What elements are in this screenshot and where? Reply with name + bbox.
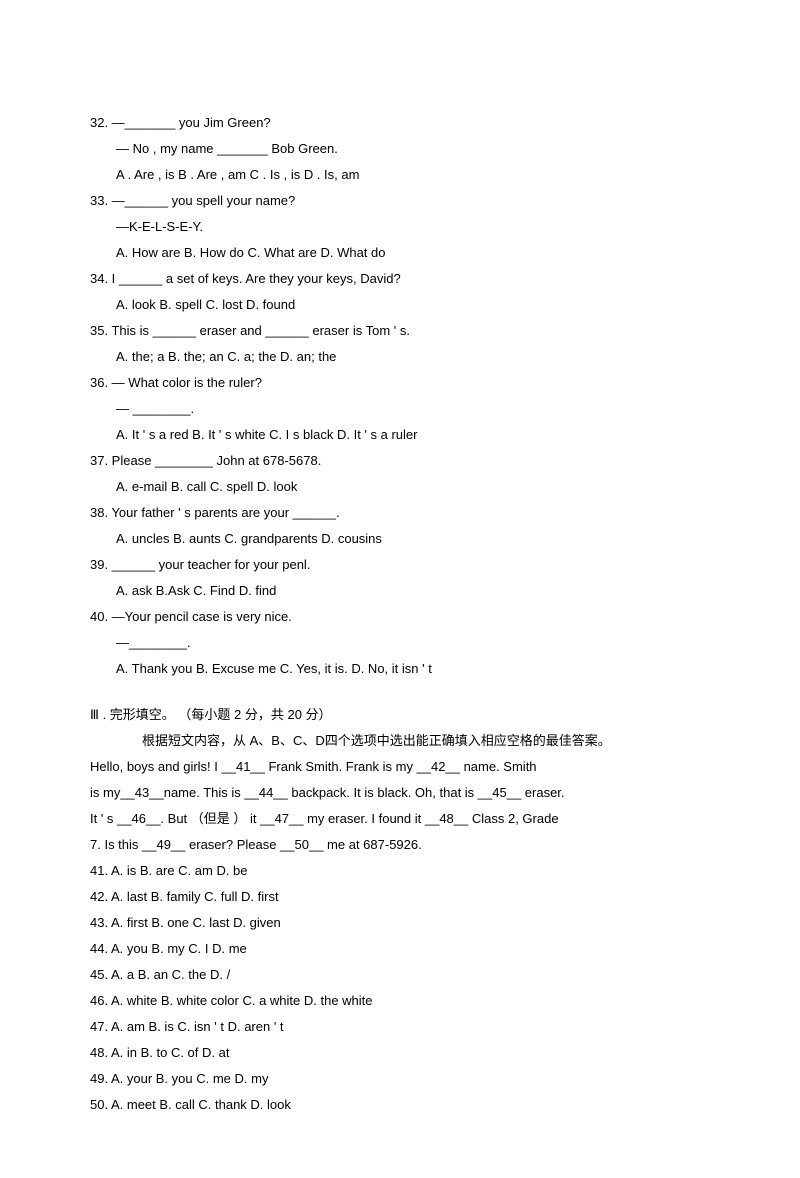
question-line: —K-E-L-S-E-Y. — [90, 214, 710, 240]
passage-line: It ' s __46__. But （但是 ） it __47__ my er… — [90, 806, 710, 832]
cloze-line: 42. A. last B. family C. full D. first — [90, 884, 710, 910]
question-options: A. look B. spell C. lost D. found — [90, 292, 710, 318]
question-options: A. Thank you B. Excuse me C. Yes, it is.… — [90, 656, 710, 682]
question-line: 36. — What color is the ruler? — [90, 370, 710, 396]
question-line: —________. — [90, 630, 710, 656]
question-options: A. It ' s a red B. It ' s white C. I s b… — [90, 422, 710, 448]
question-line: 38. Your father ' s parents are your ___… — [90, 500, 710, 526]
passage-line: is my__43__name. This is __44__ backpack… — [90, 780, 710, 806]
section-instruction: 根据短文内容，从 A、B、C、D四个选项中选出能正确填入相应空格的最佳答案。 — [90, 728, 710, 754]
passage-line: 7. Is this __49__ eraser? Please __50__ … — [90, 832, 710, 858]
question-line: 37. Please ________ John at 678-5678. — [90, 448, 710, 474]
cloze-line: 43. A. first B. one C. last D. given — [90, 910, 710, 936]
section-title: Ⅲ . 完形填空。 （每小题 2 分，共 20 分） — [90, 702, 710, 728]
question-line: 34. I ______ a set of keys. Are they you… — [90, 266, 710, 292]
question-line: 40. —Your pencil case is very nice. — [90, 604, 710, 630]
question-line: 32. —_______ you Jim Green? — [90, 110, 710, 136]
question-options: A. the; a B. the; an C. a; the D. an; th… — [90, 344, 710, 370]
cloze-line: 48. A. in B. to C. of D. at — [90, 1040, 710, 1066]
question-line: 39. ______ your teacher for your penl. — [90, 552, 710, 578]
cloze-line: 46. A. white B. white color C. a white D… — [90, 988, 710, 1014]
question-options: A. ask B.Ask C. Find D. find — [90, 578, 710, 604]
cloze-line: 41. A. is B. are C. am D. be — [90, 858, 710, 884]
question-options: A . Are , is B . Are , am C . Is , is D … — [90, 162, 710, 188]
question-line: 35. This is ______ eraser and ______ era… — [90, 318, 710, 344]
cloze-line: 44. A. you B. my C. I D. me — [90, 936, 710, 962]
cloze-line: 49. A. your B. you C. me D. my — [90, 1066, 710, 1092]
cloze-options: 41. A. is B. are C. am D. be42. A. last … — [90, 858, 710, 1118]
question-line: — No , my name _______ Bob Green. — [90, 136, 710, 162]
passage: Hello, boys and girls! I __41__ Frank Sm… — [90, 754, 710, 858]
question-line: — ________. — [90, 396, 710, 422]
question-options: A. e-mail B. call C. spell D. look — [90, 474, 710, 500]
passage-line: Hello, boys and girls! I __41__ Frank Sm… — [90, 754, 710, 780]
page-content: 32. —_______ you Jim Green?— No , my nam… — [0, 0, 800, 1178]
cloze-line: 45. A. a B. an C. the D. / — [90, 962, 710, 988]
cloze-line: 50. A. meet B. call C. thank D. look — [90, 1092, 710, 1118]
cloze-line: 47. A. am B. is C. isn ' t D. aren ' t — [90, 1014, 710, 1040]
question-options: A. uncles B. aunts C. grandparents D. co… — [90, 526, 710, 552]
cloze-section: Ⅲ . 完形填空。 （每小题 2 分，共 20 分） 根据短文内容，从 A、B、… — [90, 702, 710, 1118]
questions-section: 32. —_______ you Jim Green?— No , my nam… — [90, 110, 710, 682]
question-options: A. How are B. How do C. What are D. What… — [90, 240, 710, 266]
question-line: 33. —______ you spell your name? — [90, 188, 710, 214]
